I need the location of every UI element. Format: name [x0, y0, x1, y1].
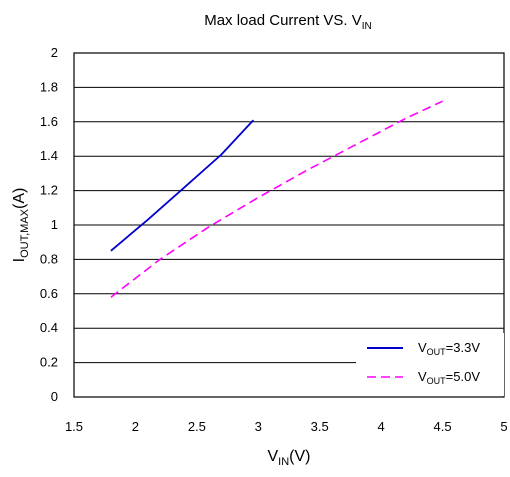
y-tick-label: 0 [51, 389, 58, 404]
x-tick-label: 4.5 [434, 419, 452, 434]
y-tick-label: 2 [51, 45, 58, 60]
y-tick-label: 1.8 [40, 79, 58, 94]
y-tick-label: 0.8 [40, 251, 58, 266]
x-axis-ticks: 1.5 2 2.5 3 3.5 4 4.5 5 [65, 419, 508, 434]
y-tick-label: 1.6 [40, 114, 58, 129]
y-tick-label: 1.2 [40, 183, 58, 198]
y-tick-label: 0.4 [40, 320, 58, 335]
series-line-0 [110, 119, 255, 252]
y-tick-label: 0.6 [40, 286, 58, 301]
x-tick-label: 3 [255, 419, 262, 434]
series-lines [110, 100, 443, 298]
x-tick-label: 1.5 [65, 419, 83, 434]
x-tick-label: 5 [500, 419, 507, 434]
y-tick-label: 0.2 [40, 355, 58, 370]
y-axis-ticks: 0 0.2 0.4 0.6 0.8 1 1.2 1.4 1.6 1.8 2 [40, 45, 58, 404]
series-line-1 [110, 100, 443, 298]
legend-label-vout-5.0v: VOUT=5.0V [418, 369, 480, 386]
x-tick-label: 4 [378, 419, 385, 434]
x-tick-label: 2.5 [188, 419, 206, 434]
legend: VOUT=3.3V VOUT=5.0V [367, 340, 480, 386]
y-tick-label: 1 [51, 217, 58, 232]
x-tick-label: 2 [132, 419, 139, 434]
y-tick-label: 1.4 [40, 148, 58, 163]
grid-lines [74, 86, 504, 364]
x-tick-label: 3.5 [311, 419, 329, 434]
y-axis-label: IOUT,MAX(A) [11, 188, 31, 263]
legend-box [356, 333, 504, 396]
legend-label-vout-3.3v: VOUT=3.3V [418, 340, 480, 357]
chart-title: Max load Current VS. VIN [204, 12, 372, 32]
x-axis-label: VIN(V) [268, 448, 311, 468]
